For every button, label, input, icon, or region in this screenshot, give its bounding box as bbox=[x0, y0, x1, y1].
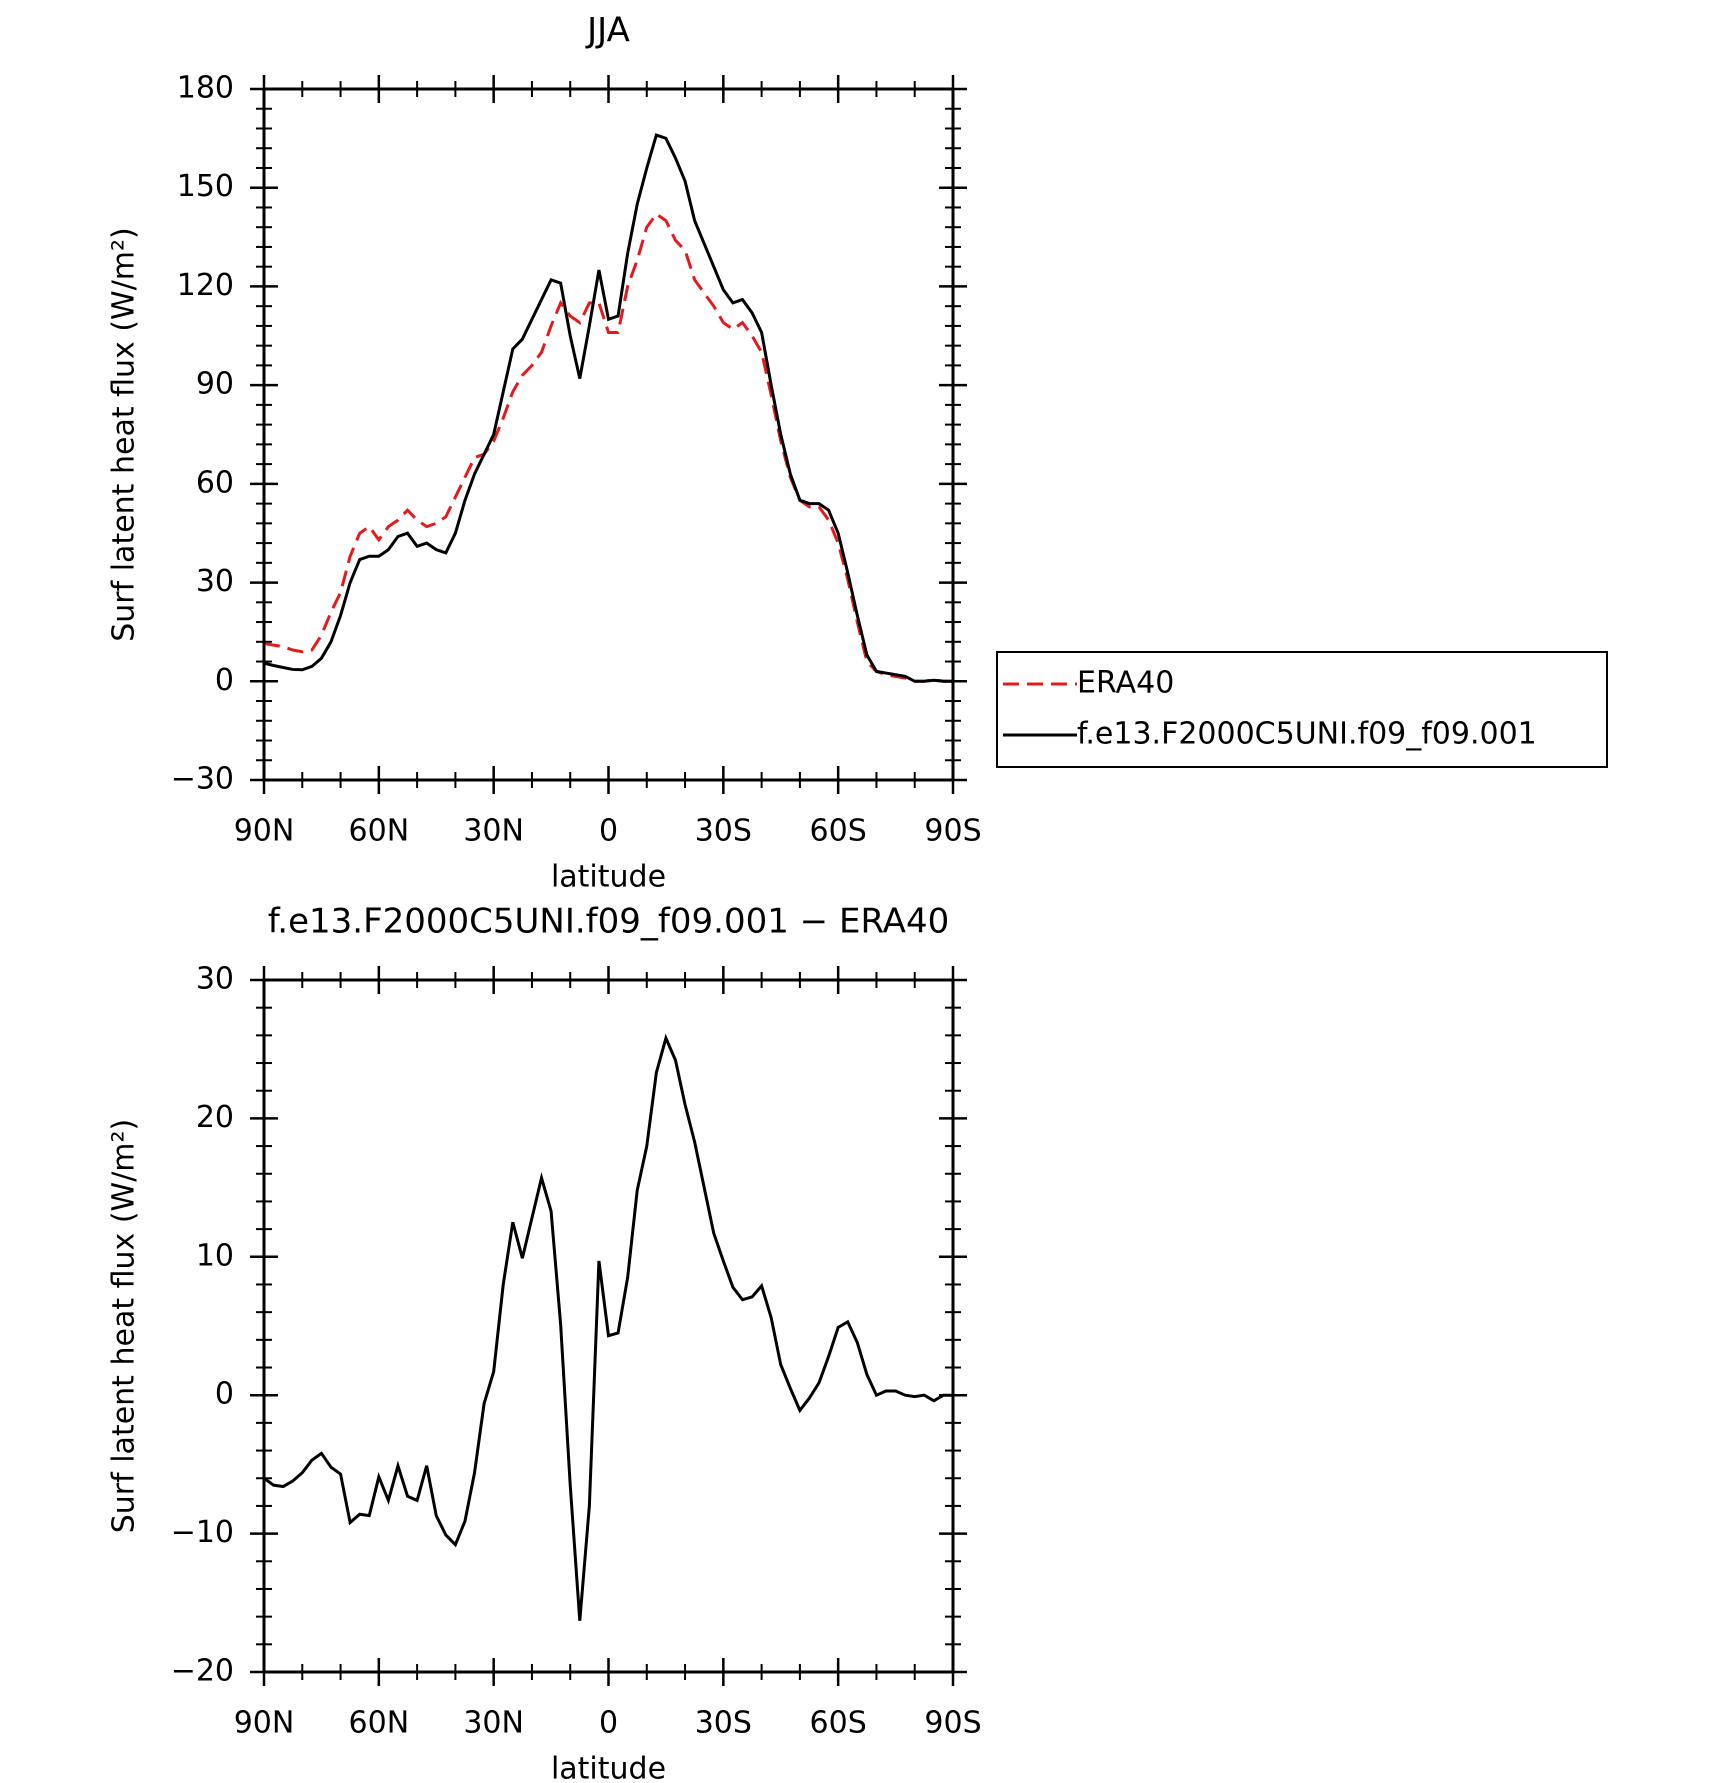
legend-label: f.e13.F2000C5UNI.f09_f09.001 bbox=[1077, 717, 1537, 752]
legend-box bbox=[996, 651, 1608, 768]
x-tick-label: 60N bbox=[349, 814, 410, 849]
y-tick-label: 30 bbox=[196, 564, 234, 599]
y-tick-label: 0 bbox=[215, 663, 234, 698]
plot-frame bbox=[262, 978, 955, 1674]
x-axis-label: latitude bbox=[551, 1752, 666, 1783]
y-tick-label: 30 bbox=[196, 962, 234, 997]
x-tick-label: 60S bbox=[810, 1706, 867, 1741]
x-tick-label: 30S bbox=[695, 814, 752, 849]
x-tick-label: 90N bbox=[234, 1706, 295, 1741]
x-tick-label: 0 bbox=[599, 814, 618, 849]
x-tick-label: 90N bbox=[234, 814, 295, 849]
y-tick-label: −20 bbox=[171, 1654, 234, 1689]
y-tick-label: 180 bbox=[177, 71, 234, 106]
x-tick-label: 30N bbox=[463, 814, 524, 849]
x-tick-label: 30N bbox=[463, 1706, 524, 1741]
data-line bbox=[263, 1033, 953, 1621]
y-tick-label: 60 bbox=[196, 465, 234, 500]
y-tick-label: 0 bbox=[215, 1377, 234, 1412]
y-axis-label: Surf latent heat flux (W/m²) bbox=[107, 1119, 142, 1534]
y-axis-label: Surf latent heat flux (W/m²) bbox=[107, 227, 142, 642]
legend-label: ERA40 bbox=[1077, 666, 1174, 701]
chart-title: f.e13.F2000C5UNI.f09_f09.001 − ERA40 bbox=[268, 902, 949, 942]
x-tick-label: 90S bbox=[924, 814, 981, 849]
x-tick-label: 30S bbox=[695, 1706, 752, 1741]
x-tick-label: 90S bbox=[924, 1706, 981, 1741]
chart-title: JJA bbox=[585, 11, 630, 51]
y-tick-label: 150 bbox=[177, 169, 234, 204]
y-tick-label: −10 bbox=[171, 1515, 234, 1550]
plot-frame bbox=[262, 87, 955, 782]
data-line bbox=[263, 211, 953, 683]
x-tick-label: 60S bbox=[810, 814, 867, 849]
x-tick-label: 0 bbox=[599, 1706, 618, 1741]
x-axis-label: latitude bbox=[551, 860, 666, 895]
x-tick-label: 60N bbox=[349, 1706, 410, 1741]
y-tick-label: 90 bbox=[196, 367, 234, 402]
data-line bbox=[263, 133, 953, 683]
y-tick-label: −30 bbox=[171, 762, 234, 797]
y-tick-label: 20 bbox=[196, 1100, 234, 1135]
y-tick-label: 120 bbox=[177, 268, 234, 303]
y-tick-label: 10 bbox=[196, 1238, 234, 1273]
